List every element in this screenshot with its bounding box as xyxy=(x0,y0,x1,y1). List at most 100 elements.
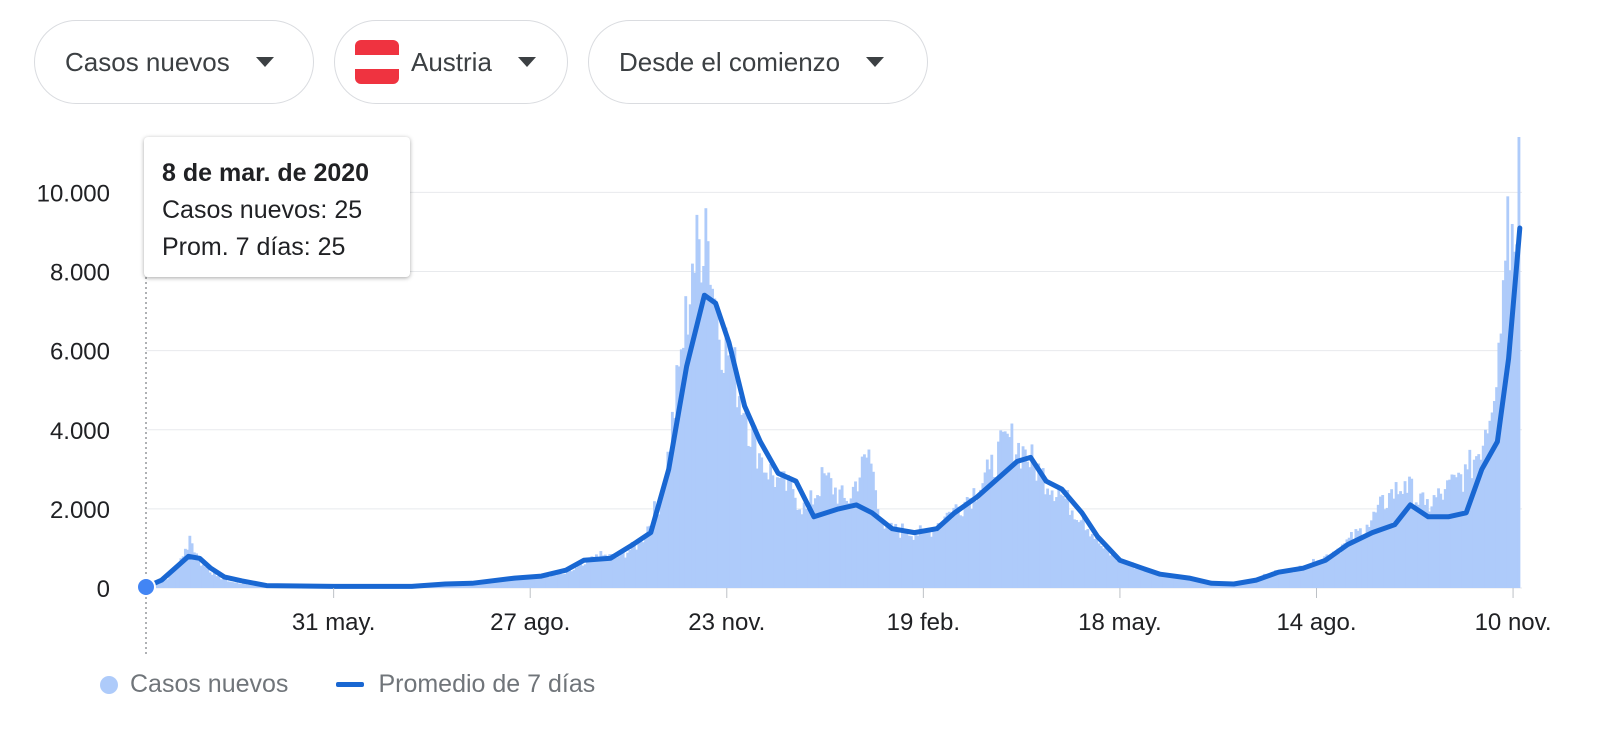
cases-bar xyxy=(472,583,475,588)
cases-bar xyxy=(766,479,770,588)
cases-bar xyxy=(1392,498,1396,588)
cases-bar xyxy=(699,282,703,588)
cases-bar xyxy=(724,327,728,588)
cases-bar xyxy=(632,544,636,588)
cases-bar xyxy=(655,506,659,588)
cases-bar xyxy=(686,334,690,588)
cases-bar xyxy=(1287,572,1291,588)
cases-bar xyxy=(956,506,960,588)
cases-bar xyxy=(626,552,630,588)
cases-bar xyxy=(523,579,527,588)
cases-bar xyxy=(994,479,998,588)
cases-bar xyxy=(1182,578,1186,588)
range-dropdown[interactable]: Desde el comienzo xyxy=(588,20,928,104)
cases-bar xyxy=(869,463,873,588)
cases-bar xyxy=(1454,477,1458,588)
cases-bar xyxy=(1365,524,1369,588)
cases-bar xyxy=(514,580,518,588)
cases-bar xyxy=(195,553,198,588)
cases-bar xyxy=(1479,459,1483,588)
cases-bar xyxy=(498,580,502,588)
cases-bar xyxy=(1052,501,1056,588)
cases-bar xyxy=(1073,519,1076,588)
cases-bar xyxy=(1394,482,1398,588)
cases-bar xyxy=(481,582,484,588)
cases-bar xyxy=(1320,560,1324,588)
x-tick-label: 23 nov. xyxy=(688,609,765,636)
cases-bar xyxy=(974,501,978,588)
cases-bar xyxy=(1486,433,1490,588)
cases-bar xyxy=(907,535,911,588)
cases-bar xyxy=(811,504,815,588)
cases-bar xyxy=(854,481,857,588)
cases-bar xyxy=(1501,280,1505,588)
cases-bar xyxy=(1247,580,1251,588)
cases-bar xyxy=(787,475,790,588)
cases-bar xyxy=(1178,579,1181,588)
cases-bar xyxy=(784,490,788,588)
cases-bar xyxy=(691,263,694,588)
cases-bar xyxy=(527,579,531,588)
cases-bar xyxy=(1461,491,1465,588)
cases-bar xyxy=(909,536,913,588)
cases-bar xyxy=(693,272,697,588)
cases-bar xyxy=(976,499,980,588)
cases-bar xyxy=(1466,469,1469,588)
cases-bar xyxy=(1061,496,1065,588)
cases-bar xyxy=(659,500,663,588)
cases-bar xyxy=(1148,572,1152,588)
cases-bar xyxy=(157,583,160,588)
cases-bar xyxy=(1032,461,1036,588)
cases-bar xyxy=(534,577,538,588)
cases-bar xyxy=(876,509,880,588)
cases-bar xyxy=(950,518,953,588)
cases-bar xyxy=(242,583,245,588)
cases-bar xyxy=(1146,568,1150,588)
cases-bar xyxy=(914,535,918,588)
cases-bar xyxy=(807,504,811,588)
cases-bar xyxy=(1285,568,1289,588)
cases-bar xyxy=(851,486,855,588)
metric-dropdown[interactable]: Casos nuevos xyxy=(34,20,314,104)
cases-bar xyxy=(885,522,889,588)
cases-bar xyxy=(961,516,965,588)
average-line-layer xyxy=(143,225,1523,590)
cases-bar xyxy=(932,527,936,588)
cases-bar xyxy=(476,582,480,588)
cases-bar xyxy=(507,579,511,588)
legend-bars-swatch xyxy=(100,675,118,694)
cases-bar xyxy=(863,454,866,588)
cases-bar xyxy=(941,524,945,588)
cases-bar xyxy=(1296,568,1300,588)
cases-bar xyxy=(1110,552,1114,588)
cases-bar xyxy=(1090,534,1094,588)
cases-bar xyxy=(849,498,853,588)
chart-legend: Casos nuevos Promedio de 7 días xyxy=(100,670,595,699)
country-dropdown[interactable]: Austria xyxy=(334,20,568,104)
cases-bar xyxy=(985,459,989,588)
cases-bar xyxy=(161,581,165,588)
cases-bar xyxy=(552,574,556,588)
cases-bar xyxy=(697,239,701,589)
cases-bar xyxy=(483,583,487,588)
cases-bar xyxy=(892,531,895,588)
cases-bar xyxy=(711,288,714,588)
cases-bar xyxy=(521,579,525,588)
cases-bar xyxy=(1006,433,1009,588)
cases-bar xyxy=(570,571,574,588)
cases-bar xyxy=(1151,569,1155,588)
cases-bar xyxy=(688,304,692,588)
range-dropdown-label: Desde el comienzo xyxy=(619,46,841,77)
austria-flag-icon xyxy=(355,40,399,84)
cases-bar xyxy=(579,564,583,588)
cases-bar xyxy=(1274,570,1277,588)
cases-bar xyxy=(1323,556,1327,588)
cases-bar xyxy=(1459,474,1463,588)
cases-bar xyxy=(771,475,775,588)
cases-bar xyxy=(1135,566,1139,588)
metric-dropdown-label: Casos nuevos xyxy=(65,46,230,77)
cases-bar xyxy=(1387,493,1391,588)
cases-bar xyxy=(778,478,781,588)
cases-bar xyxy=(1305,568,1309,588)
